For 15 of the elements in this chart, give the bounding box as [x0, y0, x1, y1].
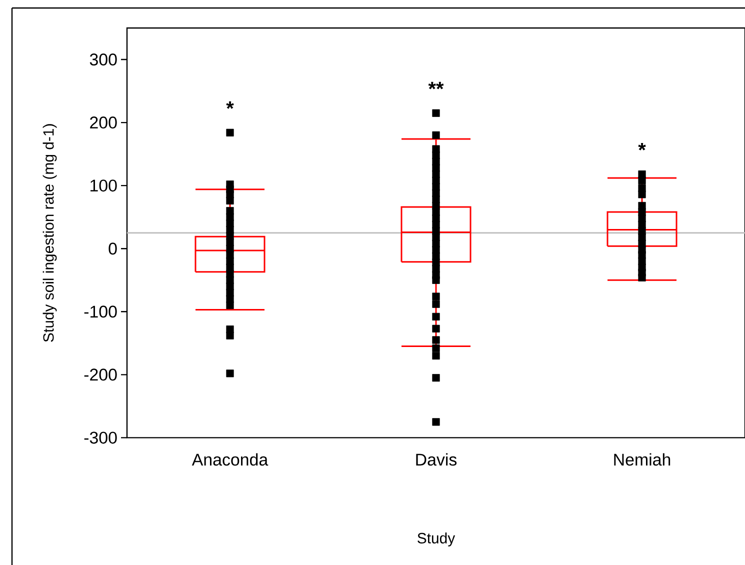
y-tick-label: -300: [84, 432, 117, 444]
y-axis-title: Study soil ingestion rate (mg d-1): [42, 124, 57, 342]
annotation: **: [428, 82, 444, 90]
x-tick-label: Anaconda: [192, 453, 268, 466]
x-axis-title: Study: [418, 532, 456, 546]
annotation: *: [226, 101, 234, 109]
y-tick-label: -100: [84, 306, 117, 318]
y-tick-label: 300: [90, 54, 117, 66]
y-tick-label: 0: [108, 242, 117, 255]
x-tick-label: Davis: [416, 453, 457, 466]
y-tick-label: 100: [90, 180, 117, 192]
y-tick-label: -200: [84, 368, 117, 381]
x-tick-label: Nemiah: [614, 453, 670, 466]
y-tick-label: 200: [90, 116, 117, 129]
annotation: *: [638, 143, 646, 150]
